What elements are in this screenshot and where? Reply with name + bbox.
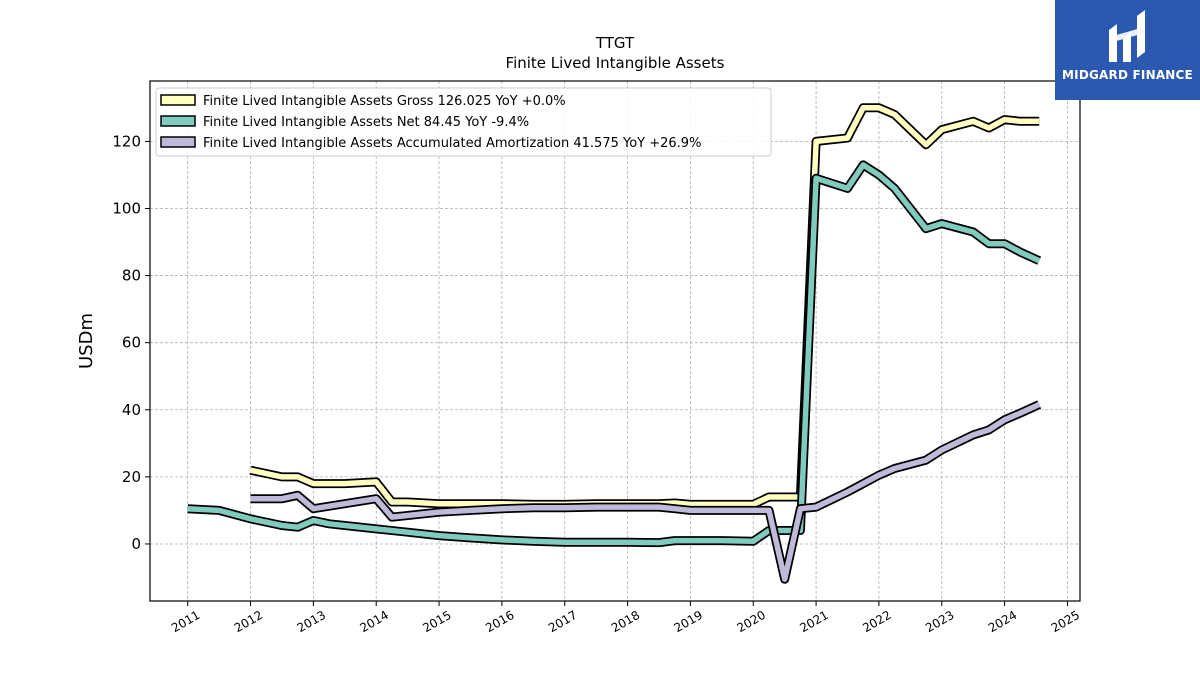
legend: Finite Lived Intangible Assets Gross 126… <box>155 87 772 157</box>
chart-subtitle: Finite Lived Intangible Assets <box>506 54 725 72</box>
x-tick-label: 2017 <box>546 608 579 635</box>
series-outline <box>250 400 1042 584</box>
series-line <box>187 162 1041 546</box>
x-tick-label: 2020 <box>735 608 768 635</box>
legend-label: Finite Lived Intangible Assets Accumulat… <box>203 136 701 151</box>
legend-label: Finite Lived Intangible Assets Gross 126… <box>203 94 566 109</box>
y-tick-label: 60 <box>122 334 141 352</box>
x-tick-label: 2019 <box>672 608 705 635</box>
legend-swatch <box>160 94 196 106</box>
y-tick-label: 40 <box>122 401 141 419</box>
x-tick-label: 2011 <box>169 608 202 635</box>
series-line <box>249 105 1040 508</box>
x-tick-label: 2023 <box>923 608 956 635</box>
x-tick-label: 2024 <box>986 608 1019 635</box>
chart-title: TTGT <box>595 34 635 52</box>
x-tick-label: 2015 <box>420 608 453 635</box>
y-tick-label: 100 <box>112 199 141 217</box>
y-tick-label: 20 <box>122 468 141 486</box>
legend-swatch <box>160 136 196 148</box>
logo-mark-icon <box>1109 10 1145 62</box>
x-tick-label: 2018 <box>609 608 642 635</box>
series-outline <box>249 103 1040 509</box>
x-tick-label: 2012 <box>232 608 265 635</box>
series-line <box>250 401 1041 582</box>
brand-logo: MIDGARD FINANCE <box>1055 0 1200 100</box>
logo-text: MIDGARD FINANCE <box>1062 68 1193 82</box>
x-tick-label: 2013 <box>295 608 328 635</box>
legend-swatch <box>160 115 196 127</box>
legend-box <box>155 87 772 157</box>
x-tick-label: 2022 <box>860 608 893 635</box>
y-tick-label: 0 <box>131 535 141 553</box>
series-layer <box>187 103 1042 584</box>
legend-label: Finite Lived Intangible Assets Net 84.45… <box>203 115 529 130</box>
x-tick-label: 2021 <box>797 608 830 635</box>
x-tick-label: 2014 <box>357 608 390 635</box>
y-tick-label: 80 <box>122 267 141 285</box>
x-tick-label: 2025 <box>1049 608 1082 635</box>
plot-frame <box>149 80 1081 602</box>
y-axis: 0 20 40 60 80 100 120 <box>112 132 150 553</box>
x-tick-label: 2016 <box>483 608 516 635</box>
x-axis: 2011 2012 2013 2014 2015 2016 2017 2018 2019 2020… <box>169 601 1082 635</box>
y-tick-label: 120 <box>112 132 141 150</box>
y-axis-label: USDm <box>76 313 97 369</box>
